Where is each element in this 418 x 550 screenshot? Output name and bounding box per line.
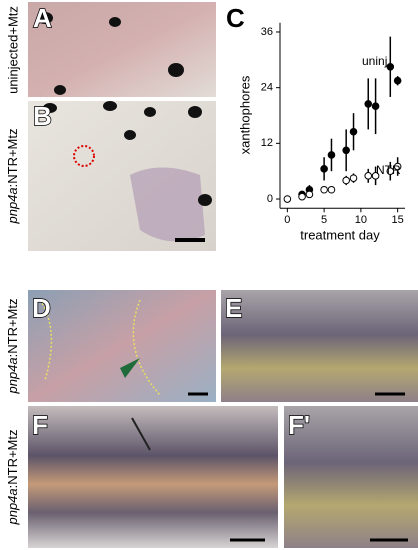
x-tick-label: 0	[284, 214, 290, 226]
point	[298, 192, 306, 201]
y-tick-label: 36	[261, 26, 273, 38]
photo-e	[221, 290, 418, 402]
point	[386, 167, 395, 175]
point	[364, 172, 373, 180]
panel-label: D	[32, 293, 51, 323]
point	[342, 146, 350, 155]
photo-f	[28, 406, 278, 548]
side-label: uninjected+Mtz	[5, 6, 20, 94]
point	[327, 151, 336, 159]
chart: treatment day xanthophores 0 12 24 36 0 5 10 15…	[237, 22, 405, 242]
melanophores	[37, 12, 212, 206]
y-tick-label: 24	[261, 82, 273, 94]
photo-a	[28, 2, 216, 97]
series-label: uninj	[362, 54, 387, 68]
photo-d	[28, 290, 216, 402]
point	[349, 174, 358, 182]
gene-name: pnp4a	[5, 187, 20, 224]
point	[320, 185, 328, 194]
photo-f-prime	[284, 406, 418, 548]
x-tick-label: 15	[392, 214, 404, 226]
point	[349, 127, 358, 136]
point	[371, 172, 380, 180]
side-label: pnp4a:NTR+Mtz	[5, 429, 20, 525]
outline	[39, 299, 161, 396]
panel-label: B	[33, 101, 52, 131]
point	[305, 190, 314, 199]
point	[320, 165, 328, 173]
panel-label: F'	[288, 410, 310, 440]
point	[327, 185, 336, 194]
gene-name: pnp4a	[5, 357, 20, 394]
panel-label: C	[226, 3, 245, 33]
point	[393, 162, 402, 171]
y-tick-label: 0	[267, 193, 273, 205]
panel-label: E	[225, 293, 242, 323]
side-label-text: :NTR+Mtz	[5, 298, 20, 357]
pigment-patch	[130, 167, 205, 242]
side-label: pnp4a:NTR+Mtz	[5, 298, 20, 394]
x-axis-label: treatment day	[300, 227, 380, 242]
point	[386, 62, 395, 71]
point	[283, 195, 292, 203]
side-label-text: :NTR+Mtz	[5, 128, 20, 187]
arrowhead	[120, 358, 140, 378]
panel-label: F	[32, 410, 48, 440]
series-label: NTR	[376, 163, 401, 177]
point	[393, 76, 402, 85]
side-label-text: :NTR+Mtz	[5, 429, 20, 488]
gene-name: pnp4a	[5, 488, 20, 525]
y-axis-label: xanthophores	[237, 75, 252, 154]
point	[342, 176, 350, 185]
x-tick-label: 10	[355, 214, 367, 226]
arrow	[131, 417, 151, 451]
y-tick-label: 12	[261, 137, 273, 149]
panel-label: A	[33, 3, 52, 33]
x-tick-label: 5	[321, 214, 327, 226]
side-label: pnp4a:NTR+Mtz	[5, 128, 20, 224]
point	[371, 102, 380, 111]
circle-marker	[73, 145, 95, 167]
point	[364, 100, 373, 108]
